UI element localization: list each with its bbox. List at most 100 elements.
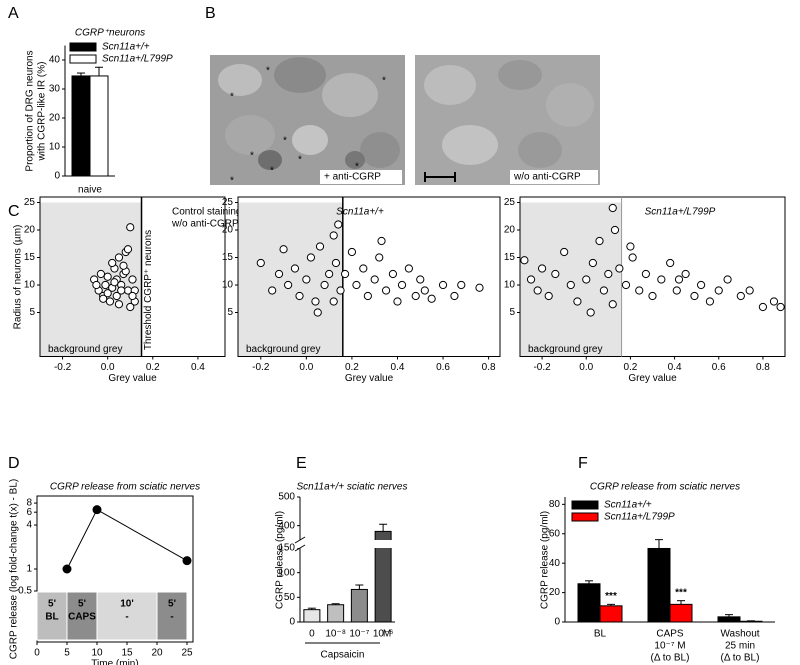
point [377, 236, 386, 246]
point [182, 556, 192, 566]
point [608, 300, 617, 309]
point [329, 231, 338, 240]
background-label: background grey [246, 344, 321, 355]
point [363, 291, 372, 301]
point [370, 275, 379, 284]
point [588, 258, 597, 268]
x-tick-label: 0.2 [146, 362, 160, 373]
phase-box [96, 591, 158, 641]
y-tick-label: 10 [49, 142, 61, 153]
image-label: + anti-CGRP [324, 172, 381, 183]
image-label: w/o anti-CGRP [513, 172, 581, 183]
legend-label: Scn11a+/+ [604, 500, 652, 511]
point [315, 242, 325, 251]
point [604, 269, 613, 279]
micrograph-right [415, 55, 600, 185]
phase-label: 10' [120, 599, 134, 610]
point [92, 280, 101, 290]
y-tick-label: 4 [26, 520, 32, 531]
point [672, 286, 681, 295]
asterisk: * [382, 76, 386, 87]
y-axis-label: Proportion of DRG neurons [25, 50, 36, 171]
chart-title: w/o anti-CGRP [171, 219, 239, 230]
plot-frame [39, 196, 226, 357]
panel-label: D [8, 455, 20, 472]
image-label-bg [510, 170, 598, 184]
point [320, 280, 329, 290]
y-tick-label: 40 [49, 55, 61, 66]
point [526, 275, 536, 284]
legend-swatch [571, 512, 599, 522]
y-tick-label: 10 [222, 280, 234, 291]
y-tick-label: 30 [49, 84, 61, 95]
point [450, 291, 459, 301]
x-tick-label: (Δ to BL) [651, 653, 690, 664]
point [599, 286, 609, 295]
x-tick-label: 10⁻⁸ [325, 629, 346, 640]
background-label: background grey [48, 344, 123, 355]
point [388, 269, 398, 279]
point [117, 286, 126, 295]
point [112, 291, 121, 301]
chart-title: CGRP release from sciatic nerves [50, 482, 200, 493]
x-tick-label: Washout [720, 629, 759, 640]
point [411, 291, 420, 301]
legend-swatch [571, 500, 599, 510]
x-tick-label: 0.4 [668, 362, 682, 373]
point [674, 275, 684, 284]
point [114, 253, 124, 262]
x-tick-label: (Δ to BL) [721, 653, 760, 664]
x-tick-label: 0.0 [579, 362, 593, 373]
x-tick-label: 10⁻⁶ [373, 629, 394, 640]
line [66, 508, 188, 570]
y-tick-label: 5 [227, 307, 233, 318]
point [648, 291, 657, 301]
panel-label: B [205, 5, 216, 22]
point [128, 291, 137, 301]
point [723, 275, 732, 284]
asterisk: * [266, 66, 270, 77]
y-axis-label: CGRP release (pg/ml) [540, 511, 551, 609]
point [615, 264, 624, 273]
point [427, 294, 436, 303]
chart-title: Control staining [172, 207, 241, 218]
point [274, 269, 284, 279]
x-tick-label: 0.6 [436, 362, 450, 373]
asterisk: * [283, 136, 287, 147]
point [99, 294, 108, 303]
point [92, 505, 102, 515]
point [128, 275, 137, 284]
image-label-bg [320, 170, 402, 184]
bar [303, 609, 321, 623]
y-tick-label: 0.5 [18, 586, 32, 597]
x-tick-label: 25 min [725, 641, 755, 652]
point [375, 253, 384, 262]
y-tick-label: 25 [222, 197, 234, 208]
x-tick-label: 0.2 [345, 362, 359, 373]
y-tick-label: 100 [278, 567, 295, 578]
point [628, 253, 637, 262]
background-region [238, 202, 343, 357]
phase-label: 5' [168, 599, 176, 610]
x-tick-label: 0 [309, 629, 315, 640]
x-tick-label: 0.0 [299, 362, 313, 373]
scale-bar [424, 172, 456, 182]
point [114, 300, 124, 309]
y-tick-label: 150 [278, 543, 295, 554]
point [586, 308, 595, 317]
chart-title: Scn11a+/L799P [645, 207, 716, 218]
point [544, 291, 553, 301]
point [714, 286, 723, 295]
x-axis-label: Time (min) [91, 659, 138, 665]
point [302, 275, 311, 284]
y-tick-label: 15 [24, 252, 36, 263]
y-axis-label: Radius of neurons (µm) [13, 225, 24, 330]
point [329, 297, 338, 306]
y-tick-label: 15 [222, 252, 234, 263]
point [641, 269, 650, 279]
background-label: background grey [528, 344, 603, 355]
x-tick-label: 20 [151, 648, 163, 659]
chart-title: Scn11a+/+ sciatic nerves [297, 482, 408, 493]
point [705, 297, 715, 306]
